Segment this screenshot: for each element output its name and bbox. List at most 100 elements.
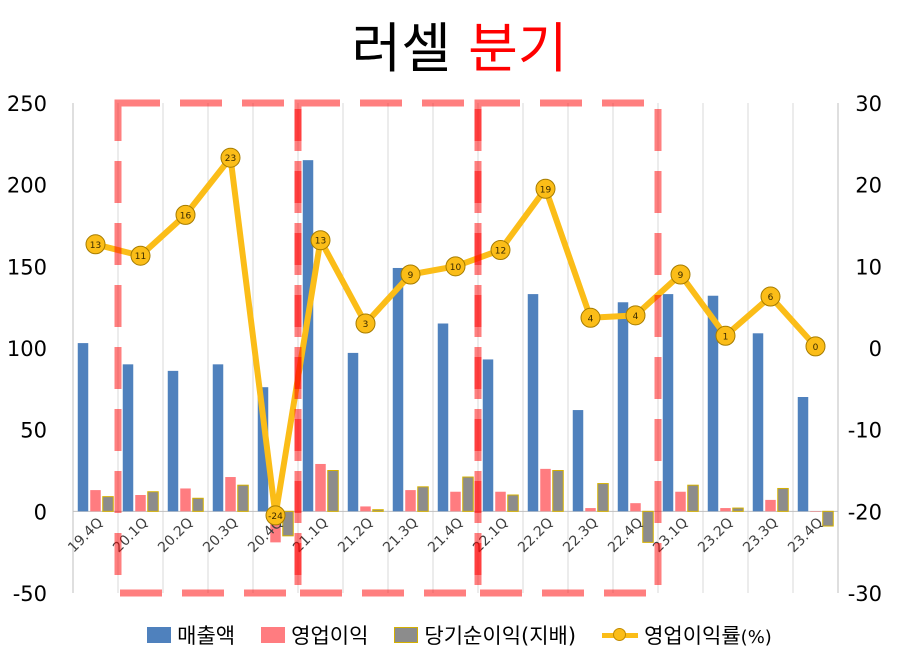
bar-sales (347, 352, 359, 512)
bar-op_income (765, 499, 776, 512)
legend-swatch-operating-income (261, 627, 286, 643)
legend-item-operating-income: 영업이익 (261, 620, 368, 650)
bar-op_income (810, 511, 821, 512)
x-tick-label: 19.4Q (65, 515, 106, 556)
y-right-tick-label: 10 (855, 255, 882, 279)
bar-op_income (630, 503, 641, 512)
bar-op_income (135, 495, 146, 512)
bar-op_income (360, 506, 371, 512)
bar-net_income (552, 470, 564, 512)
x-tick-label: 21.4Q (425, 515, 466, 556)
y-right-tick-label: -10 (848, 419, 882, 443)
line-point (670, 264, 691, 285)
x-tick-label: 22.2Q (515, 515, 556, 556)
y-left-tick-label: 200 (7, 174, 47, 198)
legend-item-sales: 매출액 (147, 620, 235, 650)
legend-label-operating-margin-unit: (%) (740, 627, 772, 648)
line-point-label: 10 (450, 263, 462, 273)
line-point-label: 13 (90, 241, 101, 251)
line-point (580, 307, 601, 328)
bar-sales (527, 294, 539, 512)
x-tick-label: 23.2Q (695, 515, 736, 556)
bar-op_income (495, 491, 506, 512)
y-left-tick-label: 250 (7, 92, 47, 116)
bar-sales (77, 343, 89, 512)
chart-title: 러셀 분기 (0, 14, 919, 84)
bar-net_income (822, 510, 834, 527)
x-tick-label: 22.3Q (560, 515, 601, 556)
chart-title-accent: 분기 (468, 17, 568, 80)
bar-net_income (462, 476, 474, 512)
bar-sales (617, 302, 629, 512)
bar-op_income (270, 511, 281, 543)
bar-net_income (732, 507, 744, 512)
bar-net_income (597, 483, 609, 512)
y-left-tick-label: 150 (7, 255, 47, 279)
y-right-tick-label: 20 (855, 174, 882, 198)
bar-sales (662, 294, 674, 512)
bar-op_income (315, 463, 326, 512)
legend: 매출액 영업이익 당기순이익(지배) 영업이익률(%) (0, 620, 919, 650)
bar-op_income (225, 477, 236, 512)
line-point-label: 3 (363, 320, 369, 330)
line-point (805, 336, 826, 357)
line-point (85, 234, 106, 255)
bar-net_income (372, 509, 384, 512)
line-point-label: 6 (768, 293, 774, 303)
bar-sales (572, 410, 584, 512)
x-tick-label: 21.2Q (335, 515, 376, 556)
x-tick-label: 22.4Q (605, 515, 646, 556)
bar-net_income (147, 491, 159, 512)
bar-sales (797, 397, 809, 512)
line-point-label: 23 (225, 154, 236, 164)
legend-label-net-income: 당기순이익(지배) (424, 624, 577, 648)
line-point (355, 313, 376, 334)
legend-item-net-income: 당기순이익(지배) (394, 620, 576, 650)
line-point (310, 230, 331, 251)
bar-op_income (450, 491, 461, 512)
line-point (535, 178, 556, 199)
legend-label-operating-income: 영업이익 (291, 624, 369, 648)
bar-sales (392, 267, 404, 512)
line-point-label: 13 (315, 237, 326, 247)
legend-label-operating-margin-wrap: 영업이익률(%) (644, 620, 772, 650)
y-left-tick-label: 0 (34, 500, 47, 524)
line-point (130, 245, 151, 266)
line-point-label: 11 (135, 252, 146, 262)
line-point (400, 264, 421, 285)
line-point-label: 9 (408, 271, 414, 281)
chart-title-main: 러셀 (351, 17, 451, 80)
line-point (445, 256, 466, 277)
line-point-label: 1 (723, 332, 729, 342)
legend-label-operating-margin: 영업이익률 (644, 624, 741, 648)
bar-op_income (90, 490, 101, 512)
bar-net_income (102, 496, 114, 512)
x-tick-label: 20.2Q (155, 515, 196, 556)
line-operating-margin (94, 154, 818, 519)
y-right-tick-label: -30 (848, 582, 882, 606)
bar-op_income (585, 508, 596, 512)
y-left-tick-label: 50 (20, 419, 47, 443)
bar-net_income (237, 484, 249, 512)
bar-net_income (507, 494, 519, 512)
bar-net_income (327, 470, 339, 512)
bar-sales (707, 295, 719, 512)
highlight-box (294, 99, 482, 597)
highlight-box (474, 99, 662, 597)
bar-sales (752, 333, 764, 512)
bar-op_income (720, 508, 731, 512)
bar-op_income (675, 491, 686, 512)
y-left-tick-label: -50 (13, 582, 47, 606)
line-point-label: 12 (495, 247, 506, 257)
line-point-label: 9 (678, 271, 684, 281)
bar-sales (437, 323, 449, 512)
line-point-label: 0 (813, 343, 819, 353)
line-point (490, 240, 511, 260)
line-point (175, 204, 196, 225)
legend-item-operating-margin: 영업이익률(%) (602, 620, 772, 650)
line-point-label: -24 (268, 512, 283, 522)
line-point (220, 147, 241, 168)
bar-op_income (540, 468, 551, 512)
bar-sales (302, 160, 314, 512)
